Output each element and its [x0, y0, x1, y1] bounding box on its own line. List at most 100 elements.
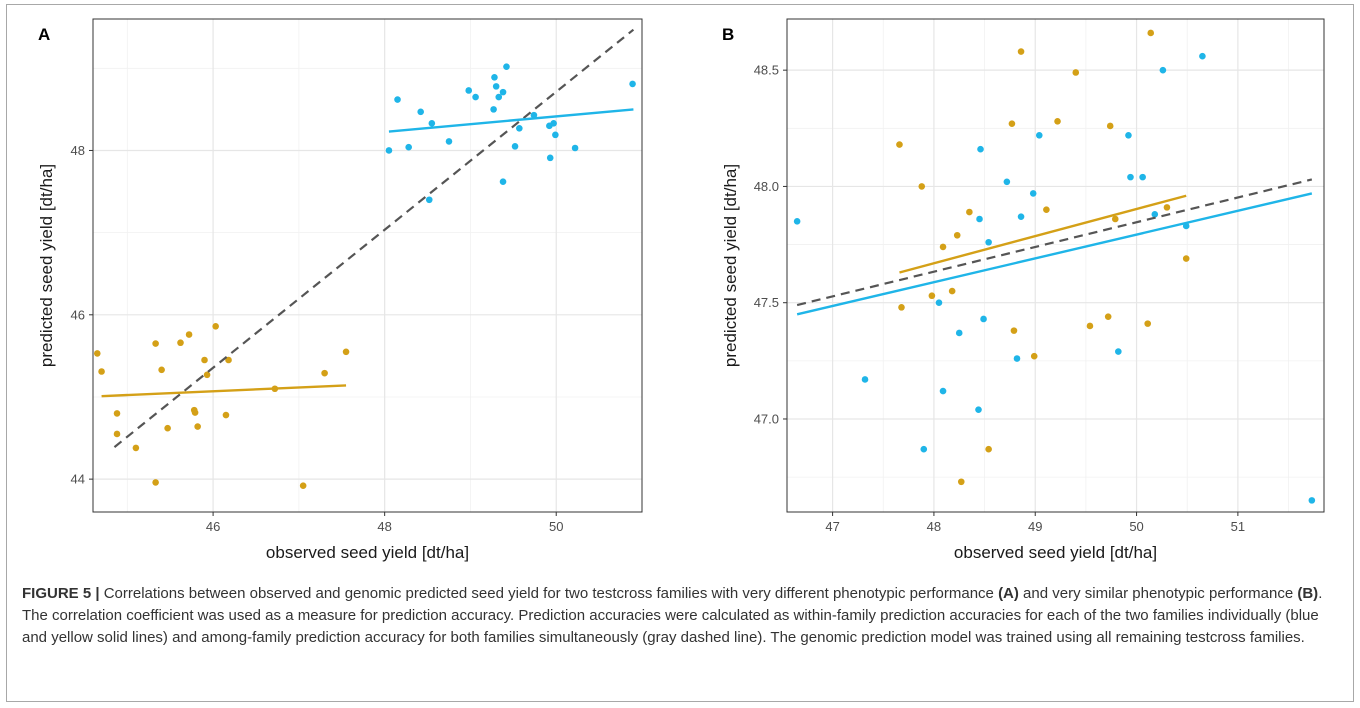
panel-a-yellow-point [201, 356, 208, 364]
panel-b-yellow-point [1030, 352, 1038, 360]
panel-b-among-family-dashed-line [796, 178, 1313, 307]
panel-a-blue-point [530, 111, 538, 119]
panel-b-x-tick-label: 51 [1231, 519, 1245, 534]
figure-frame [6, 4, 1354, 702]
panel-a-yellow-point [299, 482, 307, 490]
panel-b-chart: 47 48 49 50 51 47.0 47.5 48.0 48.5 observed seed … [721, 18, 1325, 562]
panel-b-yellow-point [1043, 206, 1050, 213]
panel-b-yellow-point [953, 231, 961, 239]
panel-a-blue-point [491, 74, 498, 81]
panel-b-blue-point [1127, 173, 1134, 181]
panel-a-blue-point [394, 96, 401, 103]
panel-b-x-tick-label: 49 [1028, 519, 1042, 534]
panel-a-plot-area [93, 19, 642, 512]
panel-b-blue-point [935, 299, 943, 307]
panel-b-yellow-point [1054, 118, 1061, 125]
figure-caption: FIGURE 5 | Correlations between observed… [22, 583, 1338, 649]
panel-b-y-tick-label: 47.0 [754, 411, 779, 426]
panel-b-blue-point [861, 376, 869, 383]
panel-b-x-axis-label: observed seed yield [dt/ha] [954, 543, 1157, 562]
panel-a-blue-point [629, 80, 636, 88]
panel-b-blue-point [980, 315, 987, 323]
figure-charts: 46 48 50 44 46 48 observed seed yield [dt/ha] p… [37, 18, 1325, 562]
caption-figure-label: FIGURE 5 | [22, 585, 100, 602]
panel-a-y-tick-label: 48 [71, 143, 85, 158]
panel-b-yellow-point [898, 304, 905, 311]
caption-text-1: Correlations between observed and genomi… [99, 585, 999, 602]
panel-a-blue-point [417, 108, 424, 116]
panel-b-blue-point [985, 238, 992, 246]
panel-b-blue-point [1029, 190, 1037, 197]
caption-text-3: . The correlation coefficient was used a… [22, 585, 1323, 646]
panel-b-x-tick-label: 48 [927, 519, 941, 534]
panel-b-blue-point [1151, 211, 1159, 218]
panel-a-blue-point [405, 143, 412, 151]
panel-a-blue-point [550, 120, 557, 127]
panel-b-blue-point [1115, 348, 1122, 355]
panel-a-blue-point [492, 83, 500, 90]
panel-a-among-family-dashed-line [113, 28, 635, 448]
panel-b-yellow-point [1072, 69, 1080, 76]
panel-a-panel-border [92, 18, 643, 513]
panel-b-blue-point [793, 218, 801, 225]
panel-b-blue-point [1035, 131, 1043, 139]
panel-a-blue-point [499, 178, 507, 185]
panel-b-blue-point [976, 215, 983, 223]
panel-a-yellow-point [212, 323, 219, 330]
panel-a-yellow-point [152, 340, 159, 347]
panel-a-blue-point [503, 63, 510, 70]
panel-b-panel-border [786, 18, 1325, 513]
panel-b-blue-point [1139, 173, 1146, 181]
panel-a-blue-point [516, 124, 523, 132]
panel-b-y-axis-label: predicted seed yield [dt/ha] [721, 164, 740, 367]
caption-ref-b: (B) [1297, 585, 1319, 602]
panel-a-yellow-point [152, 479, 159, 486]
panel-b-yellow-point [1104, 313, 1112, 320]
panel-b-yellow-point [896, 141, 903, 148]
panel-a-yellow-point [194, 423, 201, 430]
panel-a-blue-point [425, 196, 433, 204]
panel-a-yellow-fit-line [101, 384, 347, 398]
panel-b-yellow-point [1144, 320, 1152, 327]
panel-a-blue-fit-line [388, 108, 634, 133]
panel-b-blue-point [1125, 131, 1132, 139]
panel-b-blue-point [977, 145, 984, 153]
panel-b-yellow-point [1010, 327, 1018, 334]
panel-a-x-tick-label: 46 [206, 519, 220, 534]
panel-a-chart: 46 48 50 44 46 48 observed seed yield [dt/ha] p… [37, 18, 643, 562]
panel-a-yellow-point [191, 409, 199, 416]
panel-a-yellow-point [132, 444, 140, 452]
panel-a-yellow-point [177, 339, 184, 347]
panel-b-blue-point [920, 445, 928, 453]
panel-b-yellow-point [985, 445, 992, 453]
panel-b-yellow-point [1106, 122, 1114, 130]
caption-text-2: and very similar phenotypic performance [1018, 585, 1298, 602]
panel-b-blue-point [1003, 178, 1011, 186]
panel-a-yellow-point [185, 331, 193, 338]
panel-b-blue-fit-line [796, 192, 1313, 316]
panel-b-y-tick-label: 48.5 [754, 63, 779, 78]
panel-b-blue-point [939, 387, 947, 395]
panel-b-blue-point [1199, 52, 1206, 60]
panel-b-yellow-point [948, 287, 956, 295]
panel-a-blue-point [385, 147, 393, 154]
panel-b-yellow-point [928, 292, 936, 300]
panel-a-blue-point [495, 93, 503, 101]
panel-b-blue-point [1017, 213, 1025, 220]
panel-a-blue-point [511, 143, 519, 150]
panel-a-yellow-point [321, 369, 328, 377]
panel-a-yellow-point [113, 410, 121, 417]
panel-b-yellow-point [1182, 255, 1190, 262]
caption-ref-a: (A) [998, 585, 1019, 602]
panel-a-blue-point [552, 131, 559, 139]
panel-a-x-tick-label: 50 [549, 519, 563, 534]
panel-a-blue-point [490, 106, 497, 113]
panel-a-yellow-point [158, 366, 165, 374]
panel-a-blue-point [499, 88, 507, 96]
panel-b-yellow-point [939, 243, 947, 251]
panel-a-yellow-point [98, 368, 105, 375]
panel-a-yellow-point [225, 356, 232, 364]
panel-b-yellow-point [1086, 322, 1094, 330]
panel-b-x-tick-label: 47 [825, 519, 839, 534]
panel-a-blue-point [571, 144, 579, 152]
